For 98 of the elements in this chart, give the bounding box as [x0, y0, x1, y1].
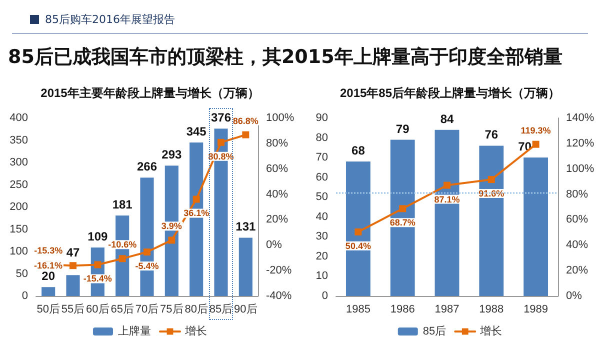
data-label: 345	[186, 124, 207, 138]
data-label: 36.1%	[184, 208, 210, 218]
text: 85后购车2016年展望报告	[44, 12, 175, 27]
y2-tick-label: 20%	[266, 214, 288, 226]
data-label: -5.4%	[135, 261, 159, 272]
data-label: 109	[88, 229, 108, 244]
x-tick-label: 60后	[86, 302, 110, 316]
data-label: 50.4%	[345, 240, 371, 251]
bar	[238, 238, 252, 296]
legend-label: 增长	[479, 324, 502, 338]
data-label: 181	[112, 197, 133, 212]
y2-tick-label: 100%	[566, 162, 594, 175]
x-tick-label: 90后	[234, 302, 258, 316]
y-tick-label: 80	[316, 132, 328, 144]
y2-tick-label: 40%	[266, 188, 288, 200]
y2-tick-label: -40%	[266, 290, 292, 302]
point	[118, 255, 126, 262]
point	[94, 261, 102, 268]
x-tick-label: 75后	[160, 302, 184, 316]
y-tick-label: 30	[316, 230, 328, 243]
y-tick-label: 200	[10, 201, 28, 213]
text: 85后已成我国车市的顶梁柱，其2015年上牌量高于印度全部销量	[8, 45, 562, 70]
data-label: 86.8%	[232, 116, 258, 126]
data-label: -15.4%	[83, 274, 112, 284]
data-label: -10.6%	[108, 240, 137, 250]
y-tick-label: 50	[316, 191, 328, 204]
point	[444, 182, 450, 189]
data-label: 131	[236, 220, 256, 234]
point	[532, 140, 540, 148]
data-label: 76	[484, 128, 498, 142]
y2-tick-label: 100%	[266, 112, 294, 124]
point	[168, 236, 176, 244]
point	[192, 196, 200, 203]
y2-tick-label: 60%	[266, 162, 288, 175]
data-label: 20	[42, 269, 56, 284]
x-tick-label: 1986	[390, 304, 415, 316]
point	[70, 262, 76, 270]
chart-title: 2015年85后年龄段上牌量与增长（万辆）	[340, 86, 560, 100]
data-label: 119.3%	[520, 125, 551, 136]
data-label: 68.7%	[390, 218, 416, 228]
y-tick-label: 0	[22, 290, 28, 302]
data-label: 293	[162, 148, 182, 162]
x-tick-label: 50后	[36, 302, 60, 316]
chart-title: 2015年主要年龄段上牌量与增长（万辆）	[40, 86, 260, 100]
y-tick-label: 400	[10, 112, 28, 124]
data-label: 3.9%	[161, 221, 182, 232]
data-label: 87.1%	[434, 194, 460, 204]
y-tick-label: 250	[10, 178, 28, 191]
data-label: 47	[66, 246, 80, 260]
bar	[42, 287, 56, 296]
point	[488, 176, 495, 184]
legend-label: 上牌量	[118, 324, 151, 338]
x-tick-label: 1985	[346, 304, 370, 316]
data-label: 68	[352, 144, 366, 158]
point	[218, 138, 224, 146]
y-tick-label: 150	[10, 223, 28, 236]
data-label: 376	[210, 110, 232, 125]
x-tick-label: 1988	[479, 304, 504, 316]
x-tick-label: 1987	[434, 304, 460, 316]
legend-label: 增长	[184, 324, 207, 338]
x-tick-label: 1989	[524, 304, 548, 316]
y2-tick-label: 0%	[566, 290, 582, 302]
y-tick-label: 300	[10, 156, 28, 168]
y-tick-label: 40	[316, 210, 328, 223]
y-tick-label: 0	[322, 290, 328, 302]
y-tick-label: 10	[316, 270, 328, 282]
y-tick-label: 20	[316, 250, 328, 262]
y-tick-label: 60	[316, 171, 328, 184]
legend-label: 85后	[422, 324, 446, 338]
y-tick-label: 90	[316, 112, 328, 124]
y2-tick-label: 140%	[566, 112, 594, 124]
point	[399, 205, 406, 212]
y2-tick-label: 0%	[266, 239, 282, 252]
point	[242, 131, 250, 138]
y-tick-label: 50	[16, 268, 28, 280]
data-label: -16.1%	[34, 260, 62, 271]
y2-tick-label: 80%	[566, 188, 588, 200]
y-tick-label: 70	[316, 152, 328, 164]
y-tick-label: 350	[10, 134, 28, 146]
data-label: 266	[136, 160, 158, 174]
point	[144, 248, 150, 256]
x-tick-label: 85后	[209, 302, 233, 316]
data-label: 84	[440, 112, 454, 126]
x-tick-label: 55后	[61, 302, 85, 316]
y2-tick-label: -20%	[266, 264, 292, 277]
y2-tick-label: 40%	[566, 239, 588, 252]
y2-tick-label: 120%	[566, 137, 594, 150]
y2-tick-label: 20%	[566, 264, 588, 277]
y2-tick-label: 80%	[266, 137, 288, 150]
y2-tick-label: 60%	[566, 214, 588, 226]
data-label: -15.3%	[34, 246, 63, 256]
x-tick-label: 65后	[110, 302, 134, 316]
bar	[66, 275, 80, 296]
x-tick-label: 80后	[184, 302, 208, 316]
y-tick-label: 100	[10, 246, 28, 258]
x-tick-label: 70后	[135, 302, 159, 316]
data-label: 79	[396, 122, 410, 136]
point	[354, 228, 362, 236]
